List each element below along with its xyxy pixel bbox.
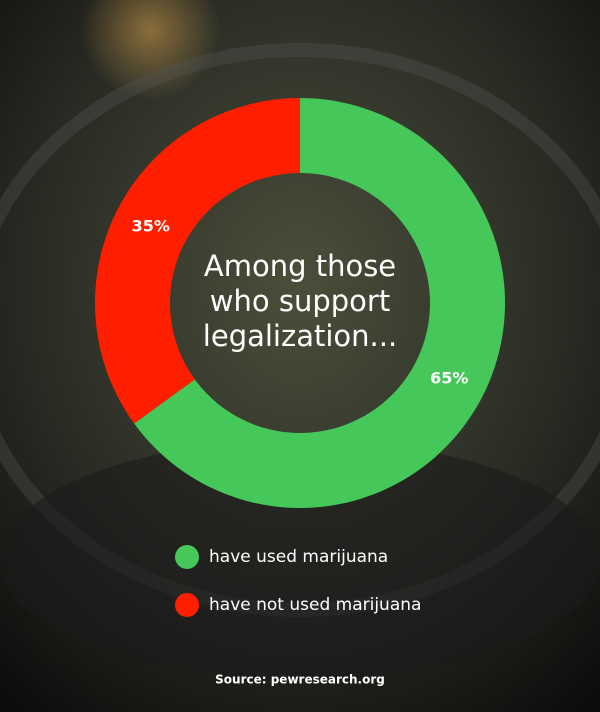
center-text-line: legalization... (203, 319, 397, 353)
legend: have used marijuana have not used marijua… (175, 545, 421, 617)
background-glow (80, 0, 220, 100)
legend-marker (175, 545, 199, 569)
donut-slice (95, 98, 300, 424)
center-text-line: Among those (204, 249, 396, 283)
donut: 65% 35% (95, 98, 505, 509)
legend-label: have used marijuana (209, 547, 388, 567)
legend-label: have not used marijuana (209, 595, 421, 615)
center-text-line: who support (210, 284, 390, 318)
value-label: 35% (132, 216, 170, 235)
legend-marker (175, 593, 199, 617)
value-label: 65% (430, 369, 468, 388)
source: Source: pewresearch.org (215, 673, 385, 687)
tin-base (0, 440, 600, 680)
donut-slice (134, 98, 505, 509)
center-text: Among those who support legalization... (203, 249, 397, 353)
